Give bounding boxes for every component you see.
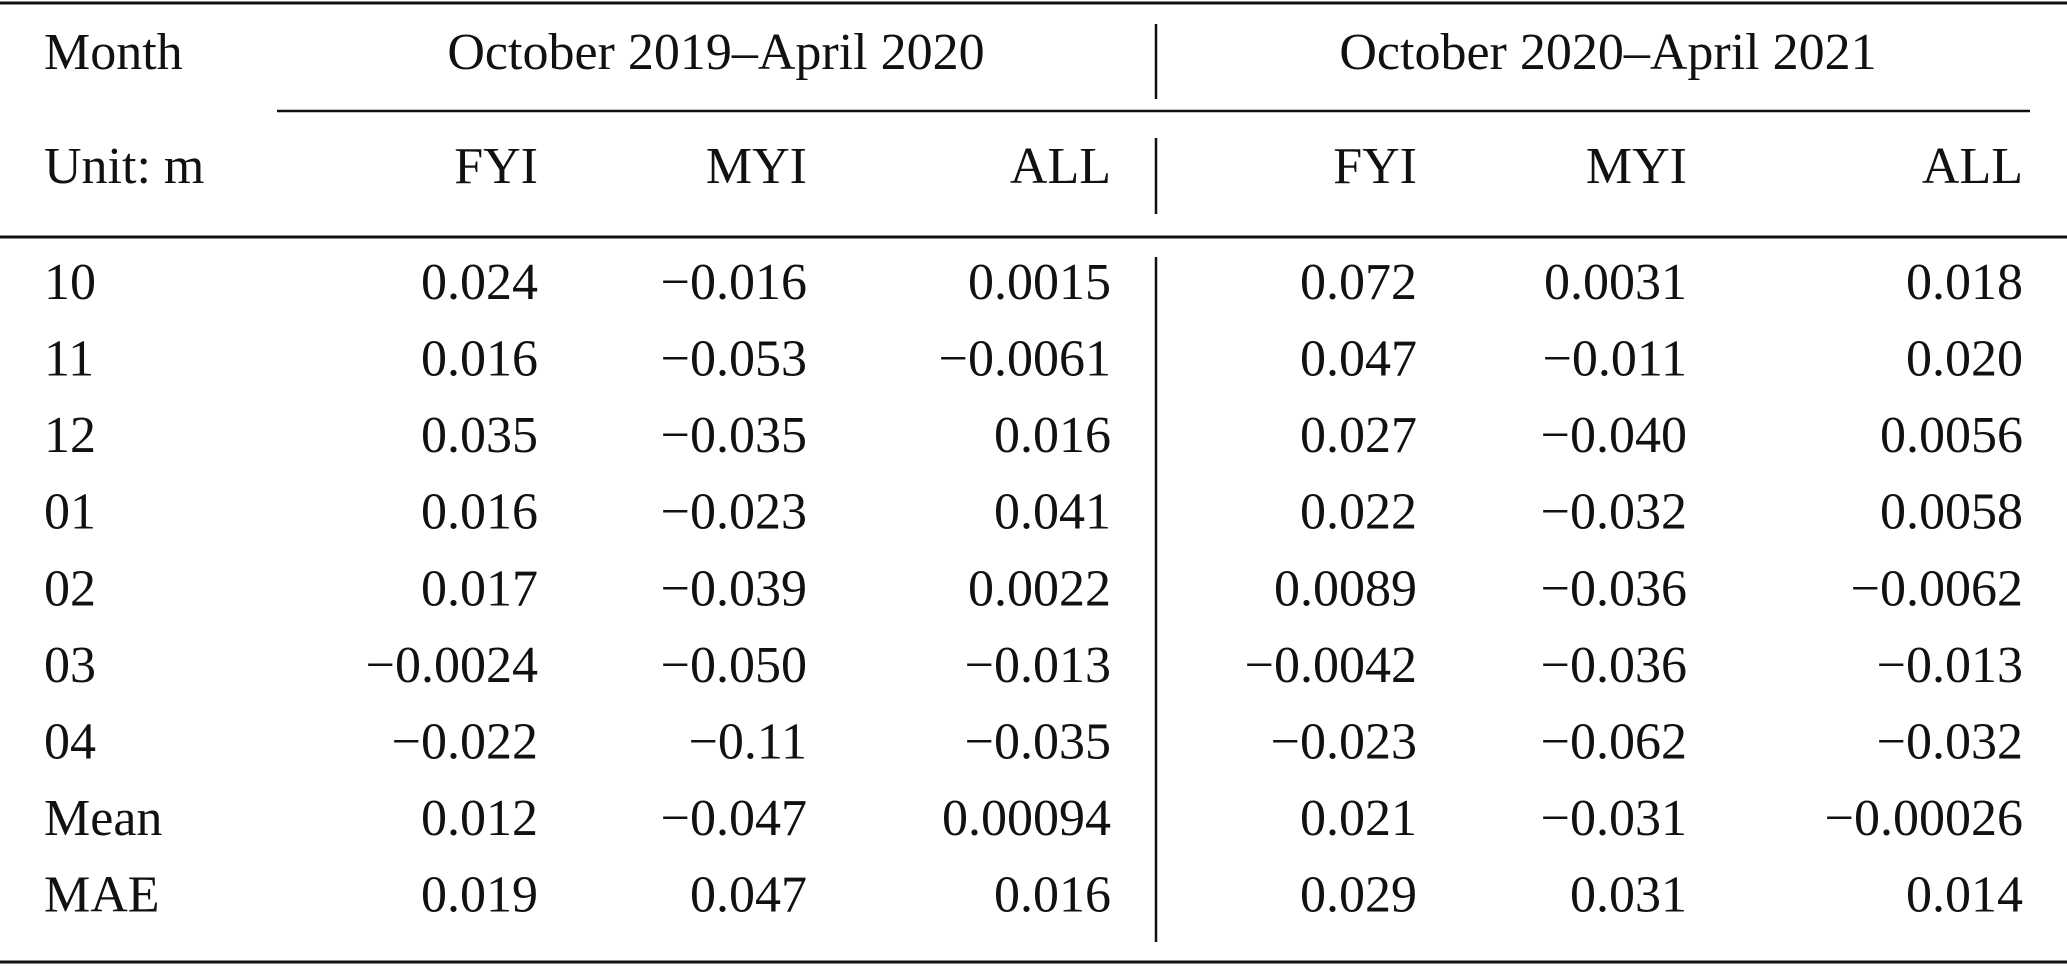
column-header: ALL [1922,138,2023,195]
column-header: MYI [1586,138,1687,195]
cell: 0.0031 [1544,254,1687,311]
row-label: 02 [44,560,96,617]
cell: −0.0024 [366,637,538,694]
cell: 0.0015 [968,254,1111,311]
row-label: MAE [44,867,160,924]
row-label: 04 [44,714,96,771]
cell: −0.023 [1271,714,1417,771]
row-label: 11 [44,331,94,388]
cell: −0.035 [965,714,1111,771]
cell: 0.016 [994,407,1111,464]
unit-label: Unit: m [44,138,204,195]
cell: −0.047 [661,790,807,847]
row-label: Mean [44,790,162,847]
cell: −0.031 [1541,790,1687,847]
cell: 0.0089 [1274,560,1417,617]
column-header: MYI [706,138,807,195]
cell: 0.0056 [1880,407,2023,464]
group-header: October 2019–April 2020 [447,24,984,81]
cell: −0.036 [1541,637,1687,694]
column-header: ALL [1010,138,1111,195]
cell: 0.0058 [1880,484,2023,541]
row-label: 01 [44,484,96,541]
cell: 0.072 [1300,254,1417,311]
cell: 0.016 [994,867,1111,924]
cell: 0.018 [1906,254,2023,311]
cell: −0.013 [1877,637,2023,694]
cell: −0.040 [1541,407,1687,464]
cell: −0.035 [661,407,807,464]
row-label: 03 [44,637,96,694]
cell: −0.00026 [1825,790,2023,847]
row-label: 12 [44,407,96,464]
cell: 0.022 [1300,484,1417,541]
cell: −0.062 [1541,714,1687,771]
cell: −0.011 [1543,331,1687,388]
group-header: October 2020–April 2021 [1339,24,1876,81]
cell: 0.031 [1570,867,1687,924]
column-header: FYI [454,138,538,195]
cell: 0.019 [421,867,538,924]
cell: 0.017 [421,560,538,617]
cell: 0.014 [1906,867,2023,924]
cell: −0.11 [689,714,807,771]
cell: 0.035 [421,407,538,464]
cell: −0.053 [661,331,807,388]
cell: 0.016 [421,484,538,541]
cell: −0.032 [1877,714,2023,771]
cell: 0.024 [421,254,538,311]
cell: 0.00094 [942,790,1111,847]
cell: 0.047 [1300,331,1417,388]
cell: −0.013 [965,637,1111,694]
cell: 0.0022 [968,560,1111,617]
cell: −0.039 [661,560,807,617]
cell: 0.020 [1906,331,2023,388]
cell: 0.041 [994,484,1111,541]
cell: −0.032 [1541,484,1687,541]
cell: −0.0042 [1245,637,1417,694]
cell: −0.0062 [1851,560,2023,617]
cell: 0.016 [421,331,538,388]
cell: −0.023 [661,484,807,541]
cell: −0.0061 [939,331,1111,388]
cell: −0.022 [392,714,538,771]
header-label: Month [44,24,183,81]
cell: 0.047 [690,867,807,924]
cell: 0.029 [1300,867,1417,924]
column-header: FYI [1333,138,1417,195]
cell: 0.021 [1300,790,1417,847]
cell: −0.016 [661,254,807,311]
cell: 0.027 [1300,407,1417,464]
cell: 0.012 [421,790,538,847]
cell: −0.050 [661,637,807,694]
row-label: 10 [44,254,96,311]
cell: −0.036 [1541,560,1687,617]
